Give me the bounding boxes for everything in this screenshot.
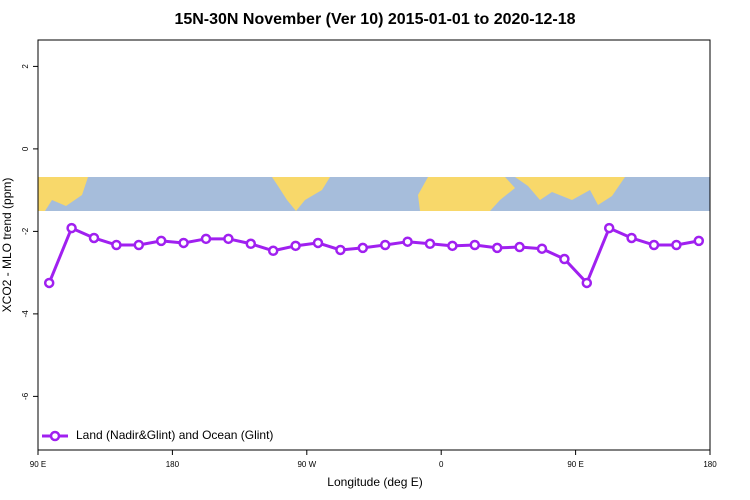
point xyxy=(223,233,234,245)
y-tick-label: 0 xyxy=(21,146,30,151)
x-tick-label: 90 W xyxy=(297,460,316,469)
point xyxy=(155,235,167,247)
point xyxy=(424,238,436,250)
point xyxy=(626,232,637,244)
point xyxy=(335,244,346,256)
y-tick-label: 2 xyxy=(21,64,30,69)
x-tick-label: 0 xyxy=(439,460,444,469)
point xyxy=(111,239,122,251)
point xyxy=(648,239,660,251)
point xyxy=(671,239,682,251)
world-map xyxy=(38,177,710,211)
point xyxy=(200,233,212,245)
x-tick-label: 180 xyxy=(703,460,717,469)
x-axis-label: Longitude (deg E) xyxy=(327,475,422,489)
point xyxy=(693,235,705,247)
x-tick-label: 180 xyxy=(166,460,180,469)
series-line xyxy=(47,226,700,286)
point xyxy=(603,222,615,234)
point xyxy=(133,239,145,251)
point xyxy=(514,241,525,253)
x-tick-label: 90 E xyxy=(567,460,583,469)
point xyxy=(402,236,413,247)
point xyxy=(559,253,570,265)
point xyxy=(66,222,77,234)
point xyxy=(357,242,369,254)
x-tick-label: 90 E xyxy=(30,460,46,469)
y-tick-label: -2 xyxy=(21,227,30,235)
point xyxy=(178,237,189,249)
legend-marker xyxy=(49,430,61,442)
point xyxy=(245,238,257,250)
point xyxy=(379,239,391,251)
chart-title: 15N-30N November (Ver 10) 2015-01-01 to … xyxy=(174,11,575,28)
y-tick-label: -6 xyxy=(21,392,30,400)
plot-frame xyxy=(37,39,711,451)
point xyxy=(536,243,548,254)
point xyxy=(290,240,301,252)
point xyxy=(267,245,279,257)
point xyxy=(447,240,458,252)
point xyxy=(581,277,593,289)
point xyxy=(43,277,55,289)
point xyxy=(469,239,481,251)
y-tick-label: -4 xyxy=(21,310,30,318)
y-axis-label: XCO2 - MLO trend (ppm) xyxy=(0,178,14,313)
point xyxy=(88,232,100,244)
point xyxy=(491,242,503,254)
legend-label: Land (Nadir&Glint) and Ocean (Glint) xyxy=(76,428,273,442)
point xyxy=(312,237,324,249)
